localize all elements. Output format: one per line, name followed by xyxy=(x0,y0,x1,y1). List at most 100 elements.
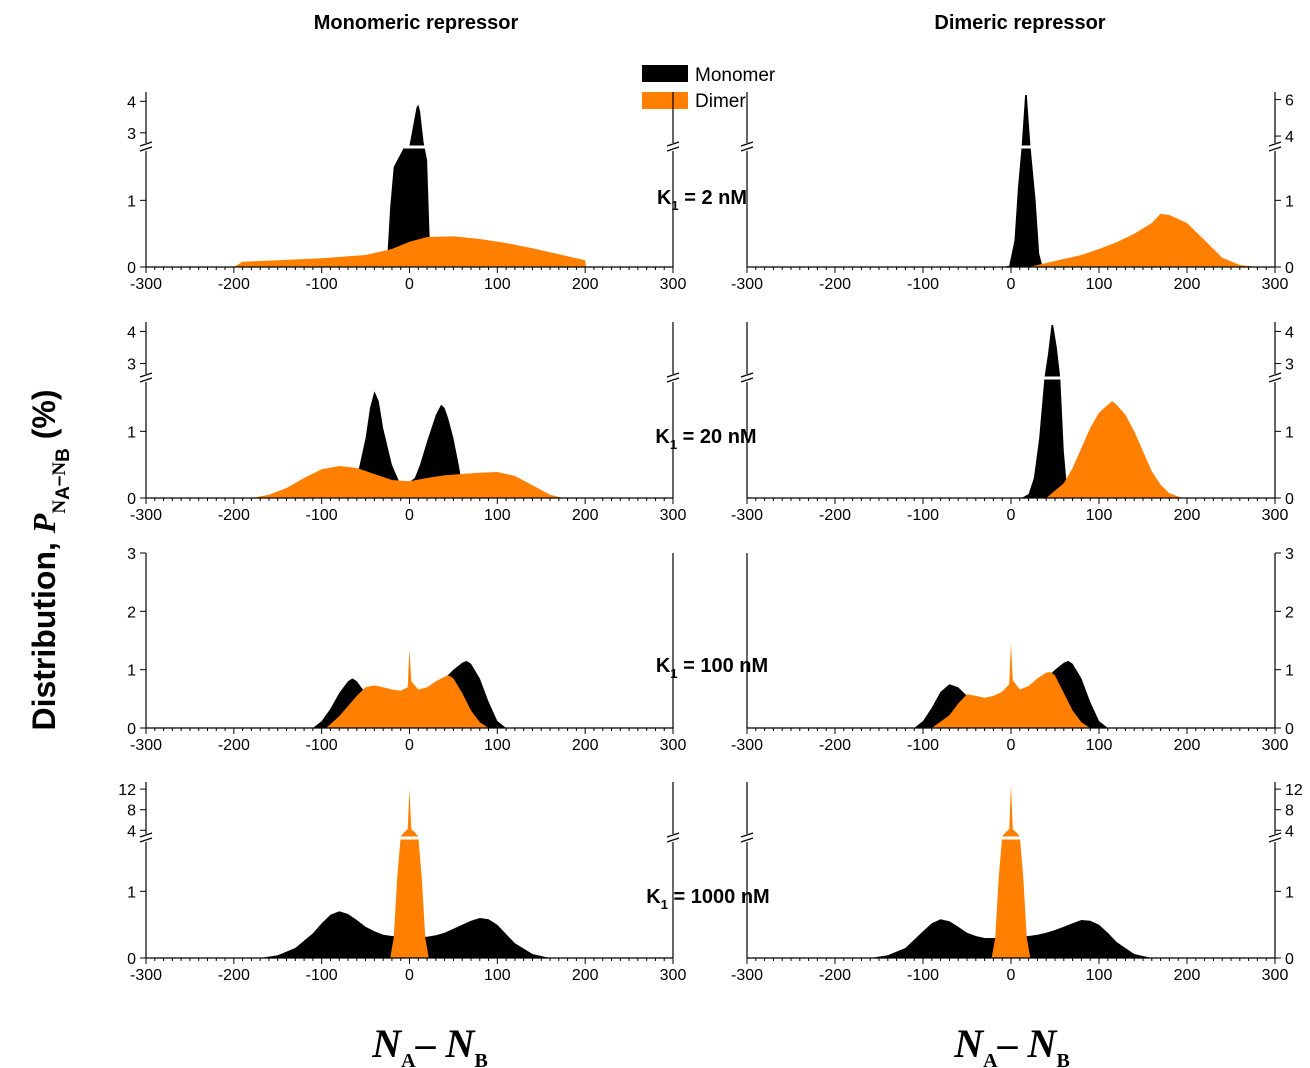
series-dimer-area xyxy=(251,466,564,498)
legend-monomer-label: Monomer xyxy=(695,65,776,86)
axis-break-mark xyxy=(740,141,754,147)
y-tick-label: 12 xyxy=(118,782,136,799)
series-monomer-area xyxy=(386,104,431,267)
k-label-row-2: K1 = 20 nM xyxy=(655,426,756,452)
series-monomer-area xyxy=(1002,95,1043,267)
legend: Monomer Dimer xyxy=(642,65,776,112)
axis-break-mask xyxy=(667,374,679,382)
x-tick-label: 300 xyxy=(660,507,687,524)
axis-break-mark xyxy=(666,372,680,378)
y-tick-label: 1 xyxy=(1285,884,1294,901)
axis-break-mark xyxy=(740,146,754,152)
x-tick-label: -300 xyxy=(731,507,763,524)
x-tick-label: 100 xyxy=(1086,276,1113,293)
y-tick-label: 0 xyxy=(127,721,136,738)
axis-break-mark xyxy=(740,377,754,383)
y-tick-label: 4 xyxy=(127,94,136,111)
y-tick-label: 4 xyxy=(127,324,136,341)
y-tick-label: 3 xyxy=(1285,546,1294,563)
x-tick-label: 300 xyxy=(1262,737,1289,754)
x-tick-label: 100 xyxy=(1086,967,1113,984)
y-tick-label: 1 xyxy=(127,884,136,901)
x-tick-label: 200 xyxy=(1174,967,1201,984)
axis-break-gap xyxy=(748,836,1274,840)
axis-break-mark xyxy=(1268,146,1282,152)
x-tick-label: 100 xyxy=(1086,507,1113,524)
x-tick-label: 0 xyxy=(1007,967,1016,984)
series-monomer-area xyxy=(1021,325,1073,498)
axis-break-mask xyxy=(140,143,152,151)
legend-monomer-swatch xyxy=(642,65,688,82)
axis-break-mask xyxy=(741,143,753,151)
x-axis-label-right: NA– NB xyxy=(953,1021,1070,1068)
x-axis-label-left: NA– NB xyxy=(371,1021,488,1068)
x-tick-label: 100 xyxy=(1086,737,1113,754)
axis-break-gap xyxy=(147,376,672,380)
y-tick-label: 8 xyxy=(127,803,136,820)
y-tick-label: 4 xyxy=(1285,324,1294,341)
y-tick-label: 0 xyxy=(1285,491,1294,508)
y-tick-label: 2 xyxy=(1285,604,1294,621)
panel-left-row-4: -300 -200 -100 0 100 200 300 0 1 4 8 12 xyxy=(118,782,686,984)
x-tick-label: 300 xyxy=(1262,276,1289,293)
y-tick-label: 1 xyxy=(127,193,136,210)
axis-break-mark xyxy=(139,832,153,838)
y-tick-label: 3 xyxy=(127,357,136,374)
x-tick-label: -100 xyxy=(907,276,939,293)
x-tick-label: -300 xyxy=(731,276,763,293)
x-tick-label: 200 xyxy=(572,967,599,984)
y-tick-label: 6 xyxy=(1285,93,1294,110)
axis-break-gap xyxy=(748,376,1274,380)
x-tick-label: 200 xyxy=(572,507,599,524)
series-dimer-area xyxy=(991,785,1031,958)
x-tick-label: 300 xyxy=(1262,967,1289,984)
axis-break-mark xyxy=(740,832,754,838)
series-dimer-area xyxy=(326,649,489,728)
y-tick-label: 4 xyxy=(1285,823,1294,840)
y-tick-label: 1 xyxy=(127,424,136,441)
left-column-title: Monomeric repressor xyxy=(314,12,519,34)
axis-break-mark xyxy=(1268,832,1282,838)
x-tick-label: 0 xyxy=(1007,737,1016,754)
axis-break-mask xyxy=(1269,834,1281,842)
x-tick-label: 200 xyxy=(1174,737,1201,754)
y-tick-label: 0 xyxy=(127,260,136,277)
y-tick-label: 0 xyxy=(1285,260,1294,277)
x-tick-label: -100 xyxy=(306,507,338,524)
axis-break-mark xyxy=(1268,141,1282,147)
x-tick-label: 0 xyxy=(405,737,414,754)
series-dimer-area xyxy=(1046,401,1183,498)
axis-break-gap xyxy=(147,145,672,149)
x-tick-label: -100 xyxy=(306,276,338,293)
axis-break-mark xyxy=(666,837,680,843)
x-tick-label: 300 xyxy=(660,276,687,293)
x-tick-label: -300 xyxy=(130,967,162,984)
x-tick-label: -200 xyxy=(218,737,250,754)
panel-left-row-2: -300 -200 -100 0 100 200 300 0 1 3 4 xyxy=(127,322,686,524)
x-tick-label: -100 xyxy=(907,507,939,524)
y-tick-label: 2 xyxy=(127,604,136,621)
axis-break-mask xyxy=(741,834,753,842)
y-tick-label: 0 xyxy=(1285,951,1294,968)
series-dimer-area xyxy=(1028,213,1258,267)
axis-break-mark xyxy=(139,837,153,843)
x-tick-label: -100 xyxy=(907,737,939,754)
x-tick-label: 100 xyxy=(484,276,511,293)
panel-left-row-1: -300 -200 -100 0 100 200 300 0 1 3 4 xyxy=(127,92,686,293)
y-axis-label: Distribution, PNA–NB (%) xyxy=(26,389,74,730)
y-tick-label: 3 xyxy=(127,546,136,563)
x-tick-label: 0 xyxy=(405,967,414,984)
x-tick-label: -300 xyxy=(130,276,162,293)
x-tick-label: 100 xyxy=(484,737,511,754)
axis-break-mask xyxy=(667,143,679,151)
x-tick-label: 300 xyxy=(660,967,687,984)
k-label-row-1: K1 = 2 nM xyxy=(657,187,747,213)
k-labels: K1 = 2 nM K1 = 20 nM K1 = 100 nM K1 = 10… xyxy=(646,187,769,912)
series-dimer-area xyxy=(233,236,587,267)
x-tick-label: -100 xyxy=(306,737,338,754)
y-tick-label: 3 xyxy=(127,126,136,143)
x-tick-label: -200 xyxy=(819,967,851,984)
x-tick-label: 0 xyxy=(1007,276,1016,293)
